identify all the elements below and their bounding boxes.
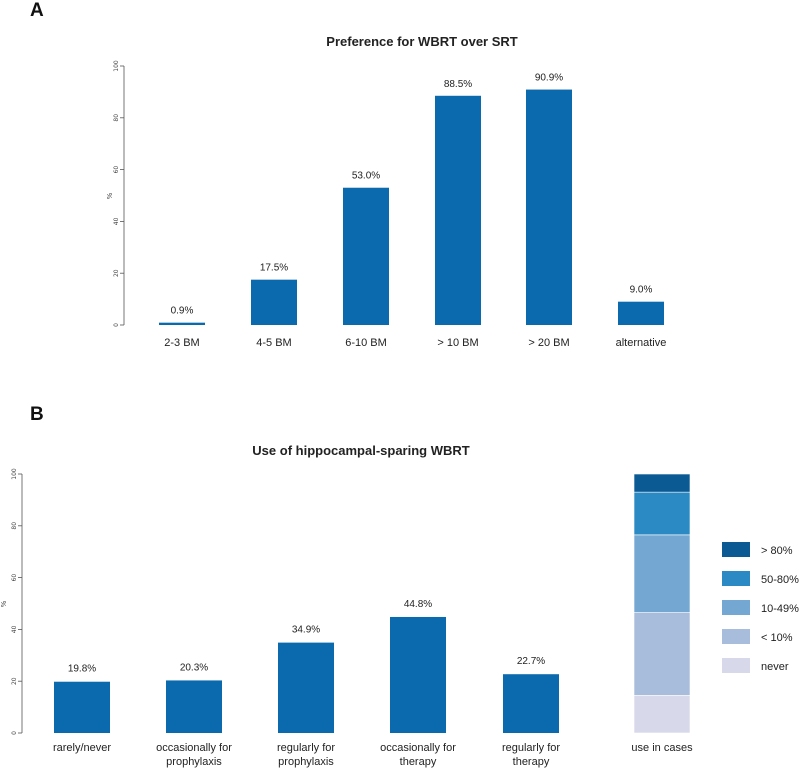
bar-b-0	[54, 681, 110, 733]
bar-b-1	[166, 680, 222, 733]
x-tick-label-a-0: 2-3 BM	[164, 337, 199, 349]
data-label-b-1: 20.3%	[180, 662, 208, 673]
x-tick-label-b-1-0: occasionally for	[156, 742, 232, 754]
bars-b: 19.8% rarely/never 20.3% occasionally for pr…	[53, 599, 560, 768]
x-tick-label-b-2-1: prophylaxis	[278, 756, 334, 768]
y-axis-b: 0 20 40 60 80 100	[11, 468, 23, 735]
data-label-b-4: 22.7%	[517, 656, 545, 667]
x-tick-label-a-3: > 10 BM	[437, 337, 478, 349]
bar-b-2	[278, 642, 334, 733]
stack-segment-never	[633, 695, 691, 734]
y-tick-label-b-5: 100	[11, 468, 18, 480]
y-tick-label-b-1: 20	[11, 677, 18, 685]
legend-swatch-0	[722, 542, 750, 557]
data-label-a-4: 90.9%	[535, 73, 563, 84]
y-tick-label-a-3: 60	[113, 166, 120, 174]
legend-label-3: < 10%	[761, 632, 793, 644]
legend-swatch-3	[722, 629, 750, 644]
stack-segment--10-	[633, 612, 691, 696]
data-label-a-3: 88.5%	[444, 79, 472, 90]
chart-title-b: Use of hippocampal-sparing WBRT	[252, 443, 469, 458]
data-label-a-0: 0.9%	[171, 306, 194, 317]
x-tick-label-b-0-0: rarely/never	[53, 742, 111, 754]
y-tick-label-a-4: 80	[113, 114, 120, 122]
x-tick-label-b-4-0: regularly for	[502, 742, 560, 754]
y-tick-label-a-5: 100	[113, 60, 120, 72]
data-label-b-0: 19.8%	[68, 664, 96, 675]
y-tick-label-b-4: 80	[11, 522, 18, 530]
bar-a-0	[159, 322, 205, 325]
x-tick-label-b-2-0: regularly for	[277, 742, 335, 754]
x-tick-label-a-2: 6-10 BM	[345, 337, 387, 349]
y-axis-a: 0 20 40 60 80 100	[113, 60, 125, 327]
legend-label-1: 50-80%	[761, 574, 799, 586]
legend-label-4: never	[761, 661, 789, 673]
x-tick-label-a-1: 4-5 BM	[256, 337, 291, 349]
y-tick-label-a-2: 40	[113, 217, 120, 225]
panel-letter-b: B	[30, 404, 44, 425]
bars-a: 0.9% 2-3 BM 17.5% 4-5 BM 53.0% 6-10 BM 88.5% > …	[159, 73, 666, 349]
x-tick-label-b-1-1: prophylaxis	[166, 756, 222, 768]
y-axis-label-a: %	[106, 192, 114, 199]
data-label-b-3: 44.8%	[404, 599, 432, 610]
y-axis-label-b: %	[0, 600, 8, 607]
bar-b-3	[390, 616, 446, 733]
panel-letter-a: A	[30, 0, 44, 21]
bar-a-2	[343, 187, 389, 325]
x-tick-label-use-in-cases: use in cases	[631, 742, 693, 754]
y-tick-label-b-3: 60	[11, 574, 18, 582]
legend-swatch-4	[722, 658, 750, 673]
stacked-bar-use-in-cases: use in cases	[631, 473, 693, 754]
stack-segment-50-80-	[633, 491, 691, 536]
x-tick-label-a-5: alternative	[616, 337, 667, 349]
data-label-b-2: 34.9%	[292, 625, 320, 636]
bar-a-4	[526, 89, 572, 325]
bar-a-1	[251, 279, 297, 325]
chart-title-a: Preference for WBRT over SRT	[326, 34, 517, 49]
bar-a-5	[618, 301, 664, 325]
x-tick-label-b-3-1: therapy	[400, 756, 437, 768]
y-tick-label-a-1: 20	[113, 269, 120, 277]
y-tick-label-a-0: 0	[113, 323, 120, 327]
x-tick-label-b-4-1: therapy	[513, 756, 550, 768]
y-tick-label-b-2: 40	[11, 625, 18, 633]
bar-b-4	[503, 674, 559, 733]
data-label-a-1: 17.5%	[260, 263, 288, 274]
stack-segment--80-	[633, 473, 691, 493]
y-tick-label-b-0: 0	[11, 731, 18, 735]
legend-label-0: > 80%	[761, 545, 793, 557]
data-label-a-5: 9.0%	[630, 285, 653, 296]
legend-swatch-1	[722, 571, 750, 586]
bar-a-3	[435, 95, 481, 325]
data-label-a-2: 53.0%	[352, 171, 380, 182]
legend-swatch-2	[722, 600, 750, 615]
legend-label-2: 10-49%	[761, 603, 799, 615]
stack-segment-10-49-	[633, 534, 691, 613]
legend-b: > 80% 50-80% 10-49% < 10% never	[722, 542, 799, 673]
x-tick-label-b-3-0: occasionally for	[380, 742, 456, 754]
x-tick-label-a-4: > 20 BM	[528, 337, 569, 349]
